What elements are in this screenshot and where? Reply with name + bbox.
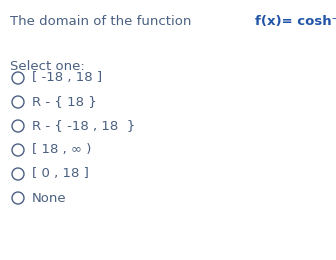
Text: [ 18 , ∞ ): [ 18 , ∞ )	[32, 144, 91, 157]
Text: The domain of the function: The domain of the function	[10, 15, 200, 28]
Text: R - { -18 , 18  }: R - { -18 , 18 }	[32, 120, 135, 133]
Text: [ 0 , 18 ]: [ 0 , 18 ]	[32, 167, 89, 180]
Text: R - { 18 }: R - { 18 }	[32, 95, 97, 108]
Text: f(x)= cosh⁻¹(x/ 18)  is: f(x)= cosh⁻¹(x/ 18) is	[255, 15, 336, 28]
Text: Select one:: Select one:	[10, 60, 85, 73]
Text: [ -18 , 18 ]: [ -18 , 18 ]	[32, 72, 102, 84]
Text: None: None	[32, 192, 67, 205]
